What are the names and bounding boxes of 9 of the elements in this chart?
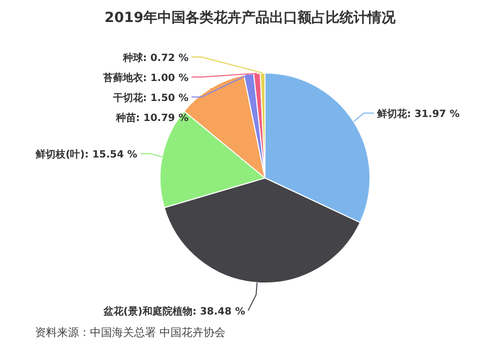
text: 资料来源：中国海关总署 中国花卉协会 <box>35 326 226 339</box>
slice-label: 干切花: 1.50 % <box>112 92 188 104</box>
slice-label: 盆花(景)和庭院植物: 38.48 % <box>102 306 246 318</box>
chart-title: 2019年中国各类花卉产品出口额占比统计情况 <box>104 9 396 26</box>
slice-label: 鲜切枝(叶): 15.54 % <box>34 148 138 161</box>
slice-label: 种苗: 10.79 % <box>114 112 188 124</box>
slice-label: 苔藓地衣: 1.00 % <box>102 72 188 84</box>
slice-label: 鲜切花: 31.97 % <box>376 108 460 120</box>
slice-label: 种球: 0.72 % <box>122 52 188 64</box>
